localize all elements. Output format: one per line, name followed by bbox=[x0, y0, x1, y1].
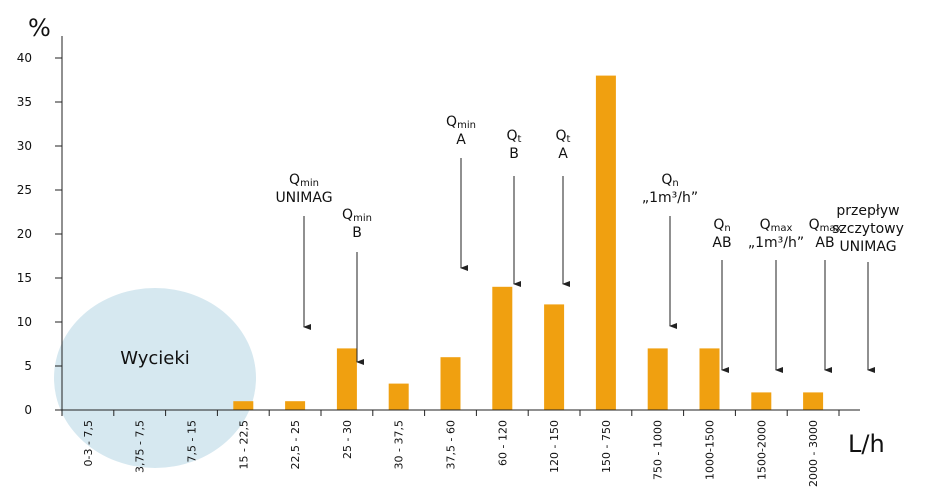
x-category-label: 30 - 37,5 bbox=[393, 420, 406, 469]
x-category-label: 22,5 - 25 bbox=[289, 420, 302, 469]
x-category-label: 60 - 120 bbox=[496, 420, 509, 466]
y-tick-label: 35 bbox=[17, 95, 32, 109]
bar bbox=[595, 75, 616, 410]
bar bbox=[233, 401, 254, 410]
y-ticks-group: 0 5 10 15 20 25 30 35 40 bbox=[17, 51, 62, 417]
y-tick-label: 30 bbox=[17, 139, 32, 153]
annotation-symbol: Qt bbox=[556, 128, 571, 145]
annotation-label: B bbox=[352, 225, 362, 241]
x-category-label: 120 - 150 bbox=[548, 420, 561, 473]
x-category-label: 750 - 1000 bbox=[652, 420, 665, 480]
x-category-label: 15 - 22,5 bbox=[237, 420, 250, 469]
x-category-label: 150 - 750 bbox=[600, 420, 613, 473]
annotation-label: A bbox=[558, 146, 568, 162]
annotation-label: UNIMAG bbox=[275, 190, 332, 206]
annotation-qt-b: QtB bbox=[507, 128, 522, 287]
annotation-label: „1m³/h” bbox=[642, 190, 698, 206]
y-tick-label: 0 bbox=[24, 403, 32, 417]
bar bbox=[647, 348, 668, 410]
annotation-symbol: przepływ bbox=[836, 203, 899, 219]
bar bbox=[440, 357, 461, 410]
bar bbox=[699, 348, 720, 410]
annotation-label: AB bbox=[712, 235, 731, 251]
leak-zone-ellipse bbox=[54, 288, 256, 468]
bar bbox=[751, 392, 772, 410]
leak-zone-label: Wycieki bbox=[120, 348, 190, 369]
annotation-label: AB bbox=[815, 235, 834, 251]
annotation-label: „1m³/h” bbox=[748, 235, 804, 251]
annotation-label: B bbox=[509, 146, 519, 162]
y-tick-label: 15 bbox=[17, 271, 32, 285]
x-category-label: 25 - 30 bbox=[341, 420, 354, 459]
x-category-label: 1500-2000 bbox=[755, 420, 768, 480]
x-category-label: 7,5 - 15 bbox=[186, 420, 199, 462]
x-axis-label: L/h bbox=[848, 430, 885, 458]
annotation-symbol: Qn bbox=[713, 217, 730, 234]
x-category-label: 1000-1500 bbox=[704, 420, 717, 480]
annotation-qn-1m3h: Qn„1m³/h” bbox=[642, 172, 698, 329]
bar bbox=[544, 304, 565, 410]
x-category-label: 37,5 - 60 bbox=[445, 420, 458, 469]
annotation-symbol: Qt bbox=[507, 128, 522, 145]
y-tick-label: 5 bbox=[24, 359, 32, 373]
annotation-symbol: Qmin bbox=[289, 172, 319, 189]
y-tick-label: 40 bbox=[17, 51, 32, 65]
annotation-label: szczytowy bbox=[832, 221, 904, 237]
annotation-symbol: Qn bbox=[661, 172, 678, 189]
annotation-label: A bbox=[456, 132, 466, 148]
annotation-symbol: Qmin bbox=[446, 114, 476, 131]
x-categories-group: 0-3 - 7,5 3,75 - 7,5 7,5 - 15 15 - 22,5 22,5… bbox=[61, 410, 840, 487]
y-tick-label: 25 bbox=[17, 183, 32, 197]
bar bbox=[336, 348, 357, 410]
annotation-peak-unimag: przepływ szczytowy UNIMAG bbox=[832, 203, 904, 373]
annotation-qt-a: QtA bbox=[556, 128, 571, 287]
bar bbox=[803, 392, 824, 410]
annotation-qmax-1m3h: Qmax„1m³/h” bbox=[748, 217, 804, 373]
x-category-label: 0-3 - 7,5 bbox=[82, 420, 95, 466]
bar bbox=[285, 401, 306, 410]
y-tick-label: 10 bbox=[17, 315, 32, 329]
annotation-symbol: Qmax bbox=[760, 217, 793, 234]
y-tick-label: 20 bbox=[17, 227, 32, 241]
annotation-symbol: Qmax bbox=[809, 217, 842, 234]
bar bbox=[492, 286, 513, 410]
bar bbox=[388, 383, 409, 410]
annotation-label-2: UNIMAG bbox=[839, 239, 896, 255]
y-axis-label: % bbox=[28, 14, 51, 42]
annotation-symbol: Qmin bbox=[342, 207, 372, 224]
x-category-label: 3,75 - 7,5 bbox=[134, 420, 147, 473]
x-category-label: 2000 - 3000 bbox=[807, 420, 820, 487]
bars-group bbox=[233, 75, 824, 410]
